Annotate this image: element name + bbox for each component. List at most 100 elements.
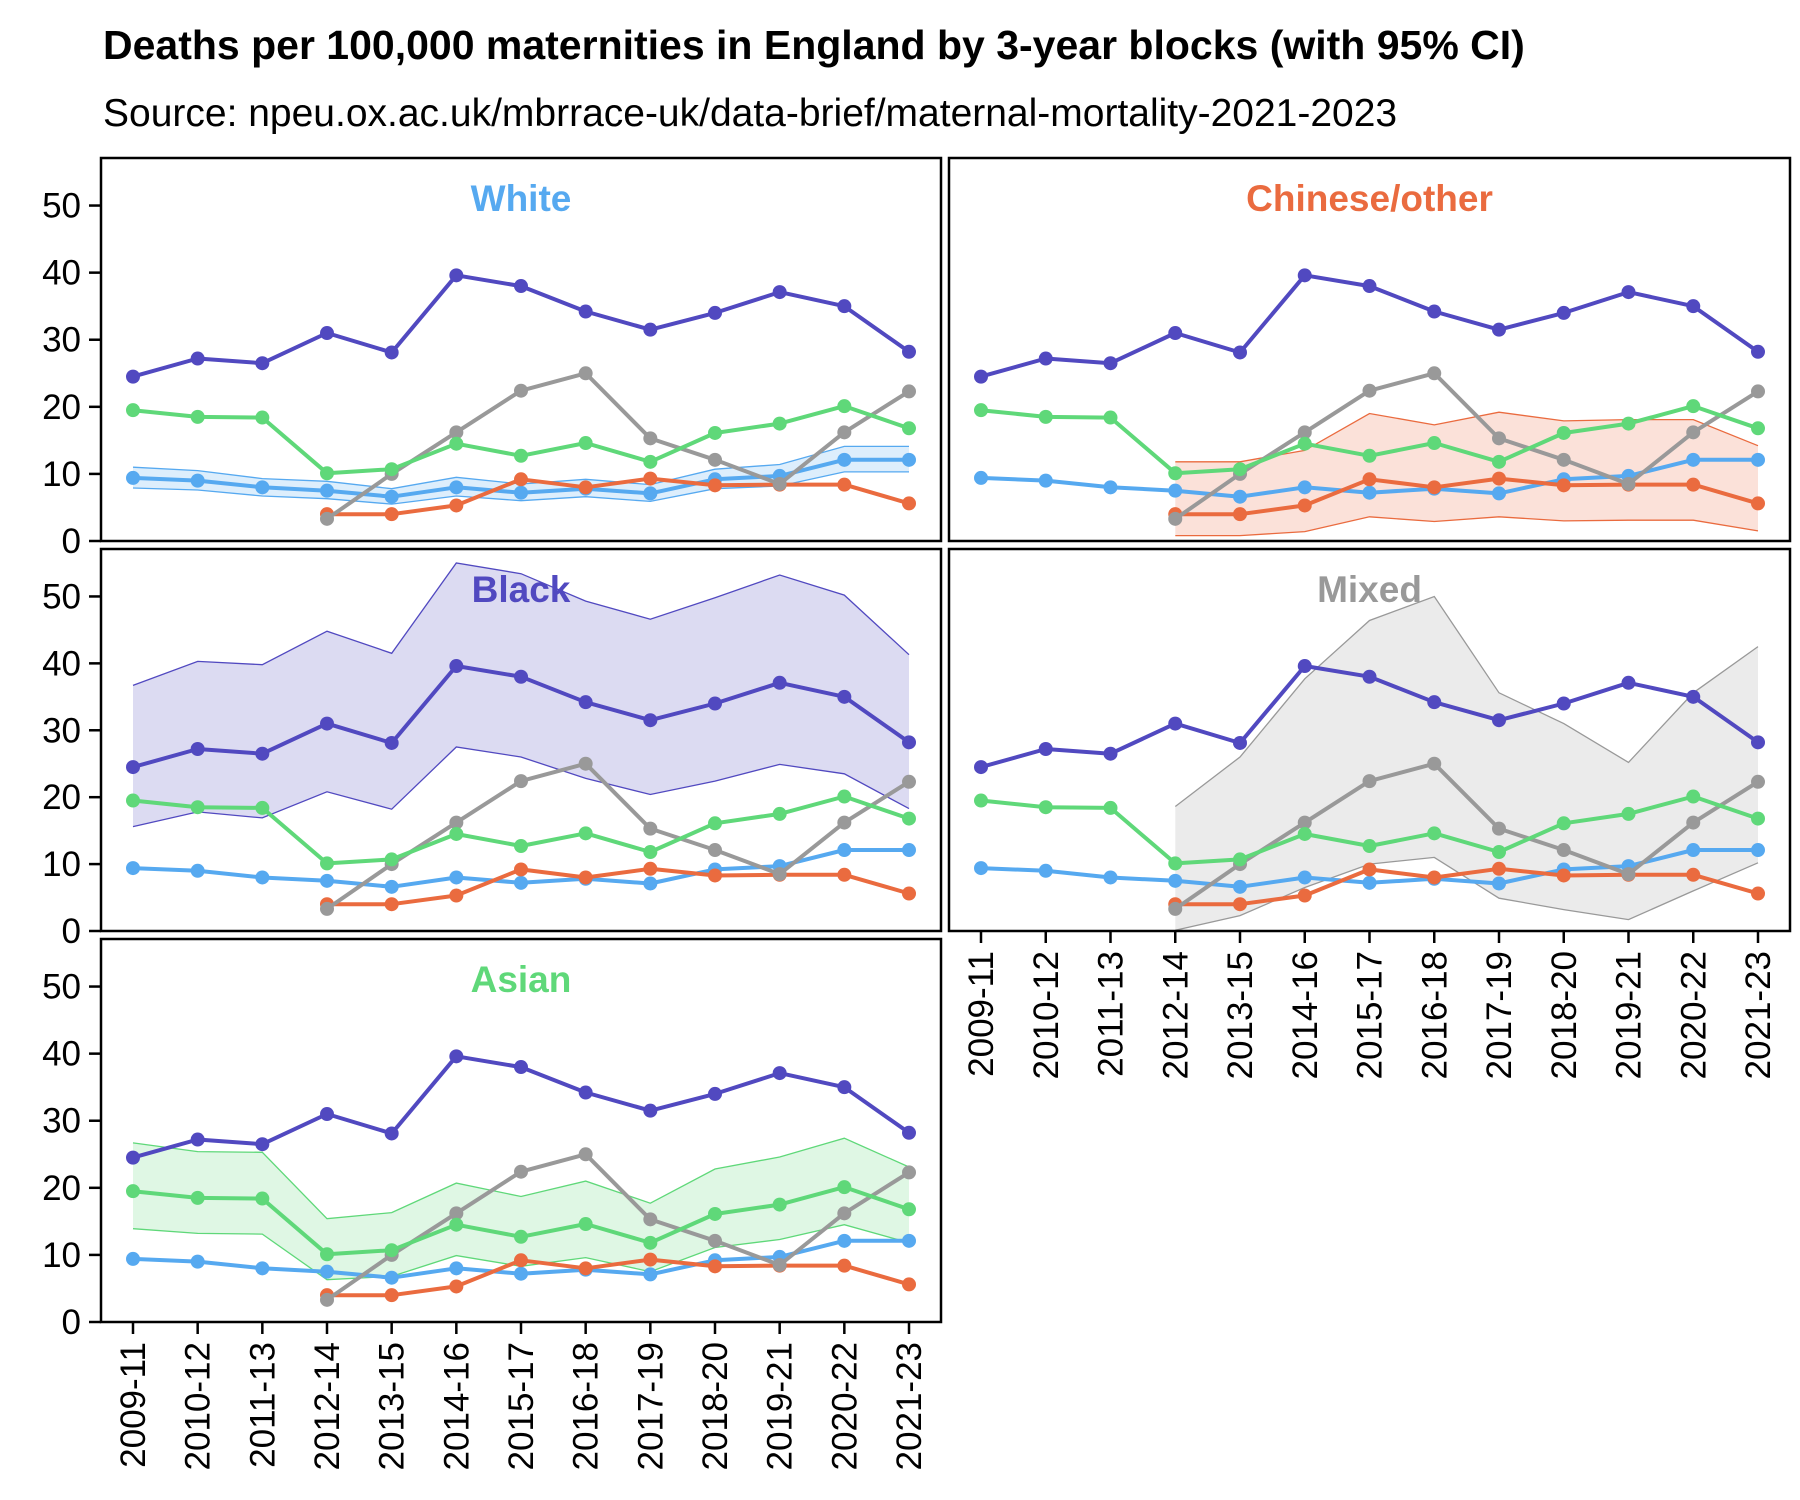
point-black — [449, 268, 464, 283]
point-white — [255, 480, 270, 495]
point-asian — [320, 856, 334, 871]
point-asian — [1621, 416, 1636, 431]
point-white — [1038, 863, 1053, 878]
point-black — [1362, 279, 1377, 294]
point-asian — [514, 839, 528, 854]
point-black — [320, 326, 334, 341]
point-white — [1297, 870, 1312, 885]
point-chinese-other — [643, 861, 658, 876]
point-black — [1038, 351, 1053, 366]
point-white — [514, 1266, 528, 1281]
point-black — [902, 1125, 916, 1140]
point-mixed — [320, 1292, 334, 1307]
point-asian — [578, 1217, 593, 1232]
ci-band-mixed — [1175, 596, 1758, 931]
facet-label-mixed: Mixed — [1317, 569, 1422, 610]
point-white — [643, 876, 658, 891]
point-white — [255, 1261, 270, 1276]
point-white — [1751, 843, 1765, 858]
point-white — [384, 1270, 399, 1285]
x-tick-label: 2010-12 — [179, 1342, 218, 1470]
point-mixed — [578, 1147, 593, 1162]
point-white — [902, 1233, 916, 1248]
panel-frame-black — [99, 547, 943, 933]
x-tick-label: 2013-15 — [1221, 951, 1260, 1079]
point-asian — [837, 1180, 852, 1195]
point-white — [255, 870, 270, 885]
ci-lower-chinese-other — [1175, 516, 1759, 537]
point-black — [190, 1132, 205, 1147]
point-mixed — [514, 383, 528, 398]
point-mixed — [1168, 511, 1183, 526]
point-black — [320, 716, 334, 731]
point-black — [190, 742, 205, 757]
point-mixed — [320, 511, 334, 526]
point-black — [1427, 695, 1442, 710]
point-mixed — [1621, 476, 1636, 491]
point-chinese-other — [902, 886, 916, 901]
point-white — [1751, 452, 1765, 467]
point-mixed — [514, 774, 528, 789]
point-black — [837, 299, 852, 314]
point-white — [1492, 486, 1506, 501]
point-asian — [514, 448, 528, 463]
point-chinese-other — [1556, 868, 1571, 883]
point-chinese-other — [1233, 507, 1247, 522]
point-asian — [578, 826, 593, 841]
ci-band-black — [133, 563, 909, 827]
point-asian — [1362, 448, 1377, 463]
x-tick-label: 2010-12 — [1027, 951, 1066, 1079]
series-line-mixed — [1174, 761, 1760, 911]
point-chinese-other — [1751, 886, 1765, 901]
point-black — [1686, 689, 1701, 704]
point-asian — [449, 1217, 464, 1232]
point-asian — [190, 1190, 205, 1205]
point-black — [126, 369, 140, 384]
point-mixed — [1362, 774, 1377, 789]
point-black — [1751, 735, 1765, 750]
point-asian — [1556, 425, 1571, 440]
x-tick-label: 2020-22 — [1674, 951, 1713, 1079]
y-tick-label: 50 — [42, 187, 81, 226]
x-tick-label: 2021-23 — [890, 1342, 929, 1470]
x-tick-label: 2009-11 — [962, 951, 1001, 1077]
point-asian — [708, 1206, 722, 1221]
y-tick-label: 40 — [42, 254, 81, 293]
point-asian — [837, 399, 852, 414]
series-line-asian — [132, 794, 910, 866]
x-tick-label: 2013-15 — [373, 1342, 412, 1470]
point-chinese-other — [514, 472, 528, 487]
point-white — [1168, 873, 1183, 888]
point-white — [190, 1254, 205, 1269]
point-asian — [126, 793, 140, 808]
y-tick-label: 30 — [42, 321, 81, 360]
point-mixed — [1427, 756, 1442, 771]
point-black — [449, 659, 464, 674]
point-chinese-other — [1297, 498, 1312, 513]
point-chinese-other — [449, 498, 464, 513]
point-chinese-other — [1492, 861, 1506, 876]
panel-white: White 0 10 20 30 40 50 — [42, 156, 943, 561]
point-asian — [1168, 856, 1183, 871]
point-black — [974, 369, 988, 384]
point-white — [902, 843, 916, 858]
y-tick-label: 20 — [42, 778, 81, 817]
point-asian — [255, 800, 270, 815]
point-black — [255, 1137, 270, 1152]
point-black — [708, 305, 722, 320]
point-white — [1686, 452, 1701, 467]
y-tick-label: 40 — [42, 1035, 81, 1074]
point-asian — [1168, 466, 1183, 481]
point-asian — [837, 789, 852, 804]
point-mixed — [1621, 867, 1636, 882]
point-asian — [708, 816, 722, 831]
point-chinese-other — [1686, 867, 1701, 882]
point-chinese-other — [449, 888, 464, 903]
point-mixed — [902, 384, 916, 399]
point-white — [974, 861, 988, 876]
point-asian — [1038, 409, 1053, 424]
point-asian — [708, 425, 722, 440]
point-mixed — [449, 425, 464, 440]
point-chinese-other — [1362, 862, 1377, 877]
point-chinese-other — [837, 867, 852, 882]
